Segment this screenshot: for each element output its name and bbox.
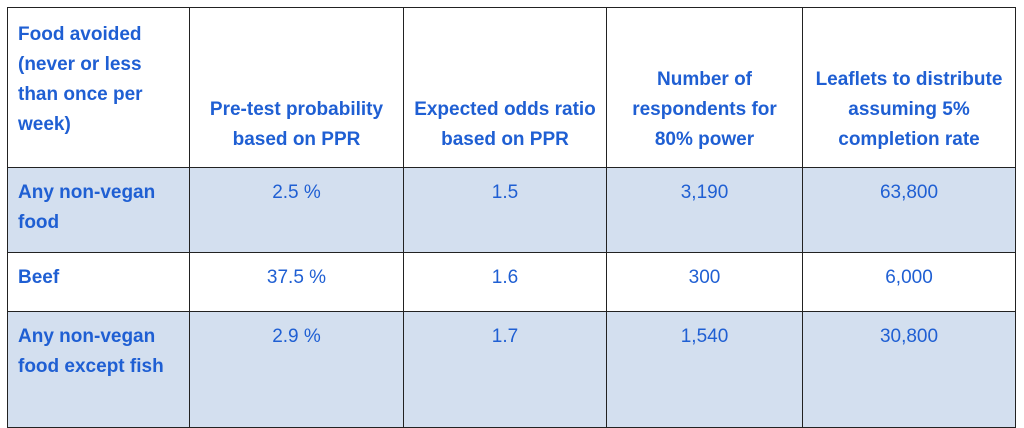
cell-food: Any non-vegan food except fish [7,311,190,428]
header-number-of-respondents: Number of respondents for 80% power [606,7,803,168]
table-row: Any non-vegan food 2.5 % 1.5 3,190 63,80… [7,167,1016,253]
header-pretest-probability: Pre-test probability based on PPR [189,7,404,168]
cell-respondents: 300 [606,252,803,312]
cell-respondents: 1,540 [606,311,803,428]
header-expected-odds-ratio: Expected odds ratio based on PPR [403,7,607,168]
cell-probability: 2.9 % [189,311,404,428]
cell-food: Any non-vegan food [7,167,190,253]
table-row: Beef 37.5 % 1.6 300 6,000 [7,252,1016,312]
cell-odds-ratio: 1.5 [403,167,607,253]
cell-leaflets: 30,800 [802,311,1016,428]
cell-probability: 2.5 % [189,167,404,253]
table-row: Any non-vegan food except fish 2.9 % 1.7… [7,311,1016,428]
cell-odds-ratio: 1.7 [403,311,607,428]
cell-food: Beef [7,252,190,312]
data-table-container: Food avoided (never or less than once pe… [7,7,1016,428]
header-leaflets-to-distribute: Leaflets to distribute assuming 5% compl… [802,7,1016,168]
cell-probability: 37.5 % [189,252,404,312]
header-food-avoided: Food avoided (never or less than once pe… [7,7,190,168]
power-analysis-table: Food avoided (never or less than once pe… [7,7,1016,428]
cell-respondents: 3,190 [606,167,803,253]
cell-leaflets: 6,000 [802,252,1016,312]
cell-leaflets: 63,800 [802,167,1016,253]
header-row: Food avoided (never or less than once pe… [7,7,1016,168]
cell-odds-ratio: 1.6 [403,252,607,312]
